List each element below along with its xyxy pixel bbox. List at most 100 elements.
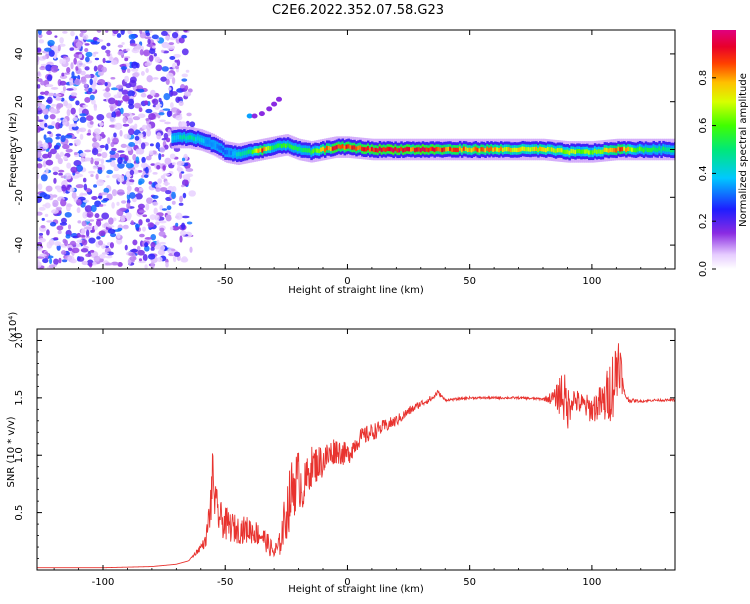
- ridge-core: [411, 146, 415, 152]
- ridge-core: [529, 147, 532, 152]
- noise-speckle: [54, 35, 58, 38]
- noise-speckle: [75, 164, 84, 172]
- noise-speckle: [152, 98, 159, 106]
- noise-speckle: [70, 166, 78, 173]
- noise-speckle: [116, 201, 120, 206]
- noise-speckle: [84, 43, 90, 46]
- noise-speckle: [77, 256, 85, 262]
- noise-speckle: [60, 217, 67, 224]
- noise-speckle: [55, 122, 61, 130]
- ridge-core: [237, 151, 241, 157]
- noise-speckle: [126, 68, 131, 73]
- ridge-core: [298, 146, 302, 151]
- ridge-core: [621, 146, 624, 152]
- ridge-core: [480, 147, 483, 152]
- colorbar-tick-label: 0.0: [698, 261, 709, 277]
- noise-speckle: [58, 172, 63, 176]
- noise-speckle: [38, 238, 46, 243]
- noise-speckle: [159, 119, 166, 123]
- ridge-core: [339, 144, 343, 150]
- ridge-core: [642, 148, 646, 153]
- noise-speckle: [93, 107, 97, 111]
- noise-speckle: [77, 127, 83, 132]
- ridge-core: [509, 147, 513, 153]
- ridge-core: [499, 146, 503, 151]
- noise-speckle: [177, 164, 181, 170]
- noise-speckle: [181, 78, 188, 82]
- noise-speckle: [184, 85, 189, 91]
- noise-speckle: [49, 114, 56, 120]
- noise-speckle: [37, 115, 40, 121]
- noise-speckle: [40, 225, 46, 229]
- noise-speckle: [104, 82, 108, 87]
- noise-speckle: [73, 113, 77, 117]
- ridge-core: [503, 147, 507, 152]
- noise-speckle: [62, 58, 67, 65]
- noise-speckle: [50, 148, 57, 155]
- noise-speckle: [88, 262, 93, 268]
- noise-speckle: [42, 160, 47, 168]
- noise-speckle: [167, 129, 172, 136]
- noise-speckle: [111, 147, 117, 152]
- snr-x-label: Height of straight line (km): [288, 584, 424, 595]
- noise-speckle: [60, 175, 67, 179]
- ridge-core: [257, 148, 260, 154]
- noise-speckle: [42, 108, 49, 115]
- noise-speckle: [37, 163, 43, 169]
- noise-speckle: [51, 103, 57, 107]
- noise-speckle: [106, 53, 111, 57]
- noise-speckle: [170, 107, 179, 113]
- ridge-core: [468, 147, 472, 152]
- noise-speckle: [165, 261, 169, 268]
- noise-speckle: [173, 251, 181, 257]
- noise-speckle: [61, 184, 67, 192]
- ridge-core: [447, 146, 450, 152]
- noise-speckle: [164, 157, 172, 165]
- noise-speckle: [105, 60, 112, 64]
- noise-speckle: [52, 171, 59, 176]
- noise-speckle: [144, 36, 152, 40]
- ridge-core: [658, 146, 661, 151]
- ridge-core: [453, 147, 456, 152]
- y-tick-label: 0: [14, 146, 25, 152]
- noise-speckle: [52, 199, 59, 208]
- noise-speckle: [179, 230, 187, 236]
- noise-speckle: [165, 214, 172, 220]
- spectrogram-panel: ‑100 ‑50 0 50 100 -40 -20 0 20 40 Height of stra…: [8, 29, 676, 296]
- noise-speckle: [83, 157, 92, 162]
- noise-speckle: [111, 202, 115, 209]
- noise-speckle: [104, 143, 109, 151]
- noise-speckle: [115, 111, 122, 117]
- ridge-core: [286, 142, 290, 147]
- noise-speckle: [79, 116, 87, 123]
- noise-speckle: [89, 249, 95, 253]
- noise-speckle: [62, 238, 67, 244]
- ridge-core: [194, 137, 198, 142]
- noise-speckle: [65, 234, 71, 239]
- noise-speckle: [120, 200, 127, 204]
- noise-speckle: [45, 159, 54, 166]
- noise-speckle: [49, 257, 53, 265]
- noise-speckle: [161, 41, 170, 49]
- noise-speckle: [70, 30, 75, 37]
- ridge-core: [239, 152, 243, 157]
- ridge-core: [351, 145, 354, 150]
- noise-speckle: [88, 237, 96, 244]
- ridge-core: [222, 147, 225, 153]
- noise-speckle: [73, 160, 82, 167]
- noise-speckle: [80, 70, 86, 76]
- noise-speckle: [152, 104, 156, 108]
- noise-speckle: [182, 174, 191, 180]
- ridge-core: [183, 134, 186, 139]
- noise-speckle: [39, 253, 47, 257]
- noise-speckle: [57, 44, 61, 52]
- noise-speckle: [116, 209, 123, 216]
- noise-speckle: [81, 220, 87, 227]
- ridge-core: [632, 147, 636, 153]
- ridge-core: [634, 148, 638, 153]
- ridge-core: [527, 147, 530, 152]
- ridge-core: [191, 135, 194, 140]
- ridge-core: [505, 147, 509, 152]
- noise-speckle: [179, 195, 183, 203]
- noise-speckle: [91, 147, 99, 156]
